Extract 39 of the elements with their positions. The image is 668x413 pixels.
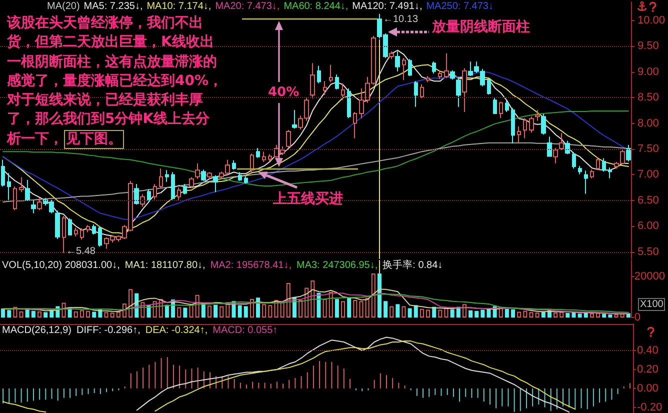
y-tick-label: 0.40 (637, 344, 658, 357)
y-tick-label: 0 (634, 312, 641, 324)
y-tick-label: 6.50 (637, 194, 659, 206)
y-tick-label: 0.00 (637, 382, 658, 394)
y-tick-label: 9.00 (637, 66, 659, 78)
y-tick-label: 7.00 (637, 168, 659, 181)
annotation: DIFF: -0.296↑, (76, 325, 140, 337)
annotation: DEA: -0.324↑, (145, 325, 208, 337)
annotation: MA1: 181107.80↓, (124, 260, 206, 272)
annotation: MA10: 7.174↓, (146, 1, 212, 13)
y-tick-label: 8.50 (637, 92, 659, 104)
annotation: 40% (268, 84, 300, 101)
annotation: 上五线买进 (273, 191, 343, 208)
y-tick-label: 7.50 (637, 143, 659, 156)
text: X100 (638, 298, 666, 311)
y-tick-label: 6.00 (637, 220, 659, 232)
y-tick-label: 10.00 (637, 14, 666, 27)
annotation: MA120: 7.491↓, (352, 1, 422, 13)
y-tick-label: 9.50 (637, 40, 659, 52)
annotation: MACD(26,12,9) (2, 325, 72, 337)
annotation: 换手率: 0.84↓ (382, 260, 443, 272)
y-tick-label: 8.00 (637, 117, 659, 130)
annotation: MACD: 0.055↑ (212, 325, 278, 337)
annotation: MA20: 7.473↓, (215, 1, 280, 13)
annotation: MA2: 195678.41↓, (210, 260, 292, 272)
annotation: MA5: 7.235↓, (84, 1, 143, 13)
annotation: MA3: 247306.95↓, (296, 260, 378, 272)
annotation: 放量阴线断面柱 (432, 19, 530, 36)
y-tick-label: 20000 (634, 270, 666, 282)
annotation: ←10.13 (383, 14, 418, 26)
annotation: MA250: 7.473↓ (426, 1, 494, 13)
y-tick-label: -0.20 (637, 401, 662, 413)
annotation: MA(20) (47, 1, 80, 13)
annotation: VOL(5,10,20) 208031.00↓, (2, 260, 120, 272)
y-tick-label: 0.20 (637, 363, 658, 376)
y-tick-label: 5.50 (637, 246, 659, 258)
annotation: 该股在头天曾经涨停，我们不出货，但第二天放出巨量，K线收出一根阴断面柱，这有点放量滞涨的感觉了，量度涨幅已经达到40%，对于短线来说，已经是获利丰厚了，那么我们到5分钟K线上去分析一下，见下图。 (7, 14, 224, 149)
annotation: ←5.48 (66, 246, 96, 258)
annotation: MA60: 8.244↓, (284, 1, 348, 13)
